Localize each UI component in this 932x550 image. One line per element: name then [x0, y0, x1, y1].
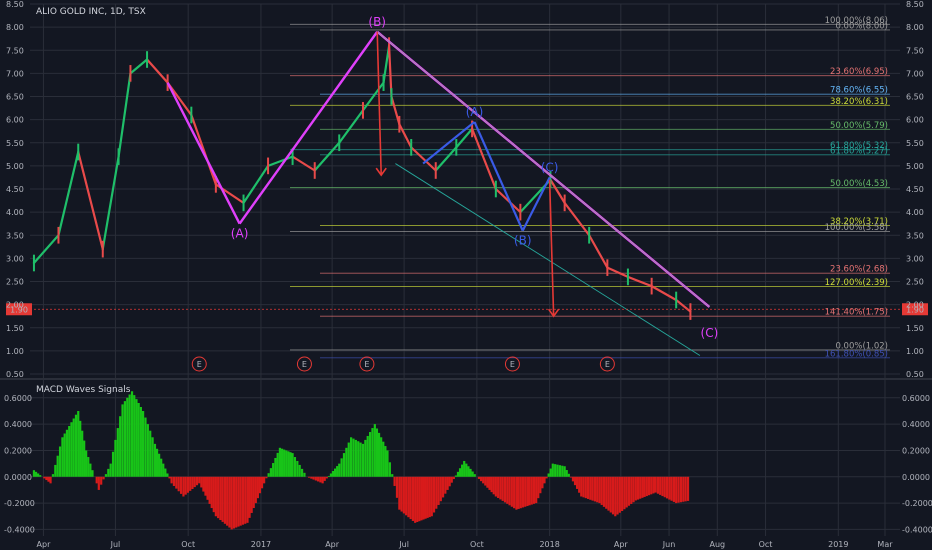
x-tick-label: Jun	[662, 540, 676, 549]
x-tick-label: Jul	[110, 540, 121, 549]
pane-divider	[0, 378, 932, 380]
macd-y-tick-left: -0.4000	[4, 525, 35, 534]
y-tick-right: 3.50	[906, 231, 924, 240]
fib-label: 127.00%(2.39)	[825, 278, 888, 288]
x-tick-label: Jul	[398, 540, 409, 549]
y-tick-right: 8.00	[906, 23, 924, 32]
y-tick-right: 1.50	[906, 324, 924, 333]
y-tick-left: 4.00	[6, 208, 24, 217]
x-tick-label: Oct	[470, 540, 484, 549]
macd-y-tick-right: 0.2000	[902, 446, 930, 455]
y-tick-left: 4.50	[6, 185, 24, 194]
x-tick-label: Aug	[709, 540, 725, 549]
macd-y-tick-left: -0.2000	[4, 499, 35, 508]
fib-label: 38.20%(6.31)	[830, 97, 888, 107]
y-tick-left: 8.50	[6, 0, 24, 9]
fib-label: 23.60%(2.68)	[830, 265, 888, 275]
x-tick-label: Apr	[614, 540, 629, 549]
macd-y-tick-left: 0.4000	[4, 420, 32, 429]
wave-label: (A)	[231, 227, 249, 241]
y-tick-right: 6.00	[906, 116, 924, 125]
y-tick-left: 7.00	[6, 69, 24, 78]
macd-y-tick-left: 0.2000	[4, 446, 32, 455]
x-tick-label: Apr	[37, 540, 52, 549]
y-tick-right: 1.00	[906, 347, 924, 356]
macd-title: MACD Waves Signals	[36, 385, 131, 395]
event-marker-label: E	[510, 360, 515, 369]
fib-label: 161.80%(0.85)	[825, 349, 888, 359]
wave-label: (B)	[514, 234, 532, 248]
fib-label: 100.00%(3.58)	[825, 223, 888, 233]
fib-label: 61.80%(5.27)	[830, 146, 888, 156]
event-marker-label: E	[605, 360, 610, 369]
y-tick-left: 1.50	[6, 324, 24, 333]
last-price-left: 1.90	[10, 305, 28, 314]
x-tick-label: Oct	[759, 540, 773, 549]
fib-label: 50.00%(4.53)	[830, 179, 888, 189]
wave-label: (C)	[701, 326, 719, 340]
last-price-right: 1.90	[906, 305, 924, 314]
event-marker-label: E	[197, 360, 202, 369]
event-marker-label: E	[302, 360, 307, 369]
y-tick-left: 0.50	[6, 370, 24, 379]
y-tick-right: 5.50	[906, 139, 924, 148]
event-marker-label: E	[364, 360, 369, 369]
fib-label: 78.60%(6.55)	[830, 86, 888, 96]
macd-y-tick-right: 0.6000	[902, 394, 930, 403]
y-tick-left: 2.50	[6, 278, 24, 287]
macd-y-tick-right: -0.4000	[902, 525, 932, 534]
wave-label: (A)	[466, 105, 484, 119]
y-tick-right: 7.50	[906, 46, 924, 55]
fib-label: 23.60%(6.95)	[830, 67, 888, 77]
fib-label: 141.40%(1.75)	[825, 308, 888, 318]
y-tick-left: 6.00	[6, 116, 24, 125]
y-tick-right: 3.00	[906, 254, 924, 263]
macd-y-tick-right: -0.2000	[902, 499, 932, 508]
y-tick-right: 6.50	[906, 93, 924, 102]
y-tick-right: 2.50	[906, 278, 924, 287]
y-tick-right: 5.00	[906, 162, 924, 171]
y-tick-left: 7.50	[6, 46, 24, 55]
macd-y-tick-right: 0.0000	[902, 473, 930, 482]
wave-label: (B)	[368, 15, 386, 29]
y-tick-left: 5.50	[6, 139, 24, 148]
y-tick-right: 8.50	[906, 0, 924, 9]
x-tick-label: 2019	[828, 540, 848, 549]
x-tick-label: Apr	[325, 540, 340, 549]
macd-y-tick-left: 0.0000	[4, 473, 32, 482]
x-tick-label: Mar	[877, 540, 893, 549]
wave-label: (C)	[541, 160, 559, 174]
fib-label: 0.00%(8.00)	[835, 21, 888, 31]
y-tick-left: 6.50	[6, 93, 24, 102]
y-tick-right: 0.50	[906, 370, 924, 379]
macd-y-tick-right: 0.4000	[902, 420, 930, 429]
y-tick-right: 7.00	[906, 69, 924, 78]
chart-title: ALIO GOLD INC, 1D, TSX	[36, 7, 146, 17]
y-tick-left: 3.00	[6, 254, 24, 263]
y-tick-left: 1.00	[6, 347, 24, 356]
macd-y-tick-left: 0.6000	[4, 394, 32, 403]
y-tick-right: 4.50	[906, 185, 924, 194]
x-tick-label: 2018	[539, 540, 559, 549]
x-tick-label: Oct	[181, 540, 195, 549]
y-tick-left: 8.00	[6, 23, 24, 32]
y-tick-left: 5.00	[6, 162, 24, 171]
fib-label: 50.00%(5.79)	[830, 121, 888, 131]
y-tick-right: 4.00	[906, 208, 924, 217]
y-tick-left: 3.50	[6, 231, 24, 240]
x-tick-label: 2017	[251, 540, 271, 549]
